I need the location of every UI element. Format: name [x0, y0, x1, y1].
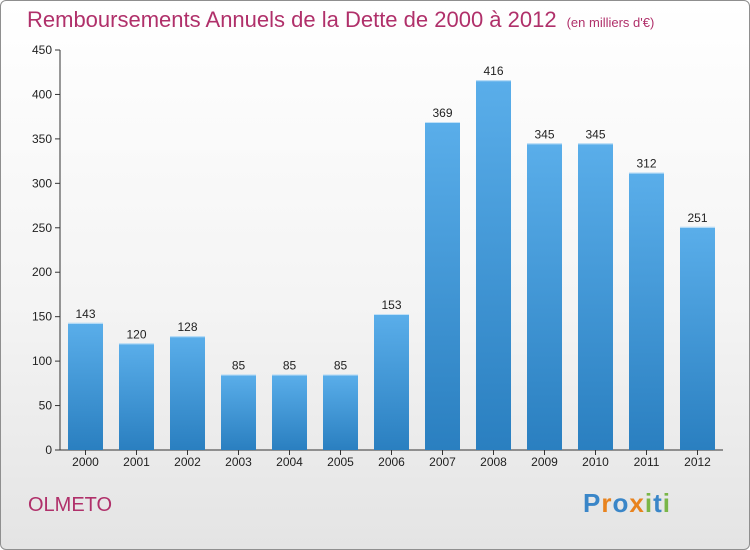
y-tick-label: 100 — [32, 354, 52, 368]
bar-value-label: 312 — [636, 157, 656, 171]
y-tick-label: 250 — [32, 221, 52, 235]
x-tick-label: 2012 — [684, 455, 711, 469]
bar — [629, 172, 664, 450]
y-tick-label: 0 — [45, 443, 52, 457]
bar-value-label: 120 — [126, 327, 146, 341]
bar — [476, 80, 511, 450]
y-tick-label: 200 — [32, 265, 52, 279]
x-tick-label: 2009 — [531, 455, 558, 469]
x-tick-label: 2008 — [480, 455, 507, 469]
y-tick-label: 300 — [32, 176, 52, 190]
x-tick-label: 2006 — [378, 455, 405, 469]
bar — [272, 374, 307, 450]
x-tick-label: 2003 — [225, 455, 252, 469]
logo-letter: o — [612, 488, 630, 518]
bar — [374, 314, 409, 450]
bar — [680, 226, 715, 450]
bars: 143 120 128 85 85 85 153 369 416 345 345 312 251 — [68, 64, 715, 451]
x-tick-label: 2005 — [327, 455, 354, 469]
bar-value-label: 85 — [232, 358, 246, 372]
bar — [221, 374, 256, 450]
bar-value-label: 251 — [687, 211, 707, 225]
bar-value-label: 85 — [283, 358, 297, 372]
bar-value-label: 369 — [432, 106, 452, 120]
logo-letter: t — [653, 488, 663, 518]
chart-title: Remboursements Annuels de la Dette de 20… — [27, 7, 654, 33]
bar-value-label: 85 — [334, 358, 348, 372]
x-tick-label: 2002 — [174, 455, 201, 469]
bar-value-label: 345 — [534, 127, 554, 141]
bar-value-label: 345 — [585, 127, 605, 141]
bar — [578, 143, 613, 451]
bar — [527, 143, 562, 451]
bar — [323, 374, 358, 450]
logo-letter: x — [629, 488, 645, 518]
x-tick-label: 2001 — [123, 455, 150, 469]
bar — [68, 322, 103, 450]
x-tick-label: 2011 — [634, 455, 660, 469]
unit-label: (en milliers d'€) — [566, 15, 655, 30]
x-tick-label: 2000 — [72, 455, 99, 469]
logo-letter: i — [662, 488, 671, 518]
bar-value-label: 128 — [177, 320, 197, 334]
logo-letter: i — [644, 488, 654, 518]
proxiti-logo[interactable]: Proxiti — [583, 488, 671, 519]
logo-letter: r — [601, 488, 613, 518]
bar-value-label: 143 — [75, 307, 95, 321]
x-tick-label: 2004 — [276, 455, 303, 469]
x-tick-label: 2010 — [582, 455, 609, 469]
y-tick-label: 150 — [32, 310, 52, 324]
bar — [170, 336, 205, 450]
bar — [425, 122, 460, 450]
bar — [119, 343, 154, 450]
bar-value-label: 153 — [381, 298, 401, 312]
title-text: Remboursements Annuels de la Dette de 20… — [27, 7, 557, 32]
y-tick-label: 450 — [32, 43, 52, 57]
y-tick-label: 400 — [32, 87, 52, 101]
y-tick-label: 50 — [39, 399, 53, 413]
logo-letter: P — [583, 488, 602, 518]
y-tick-label: 350 — [32, 132, 52, 146]
x-tick-label: 2007 — [429, 455, 456, 469]
bar-value-label: 416 — [483, 64, 503, 78]
place-name: OLMETO — [28, 494, 113, 516]
